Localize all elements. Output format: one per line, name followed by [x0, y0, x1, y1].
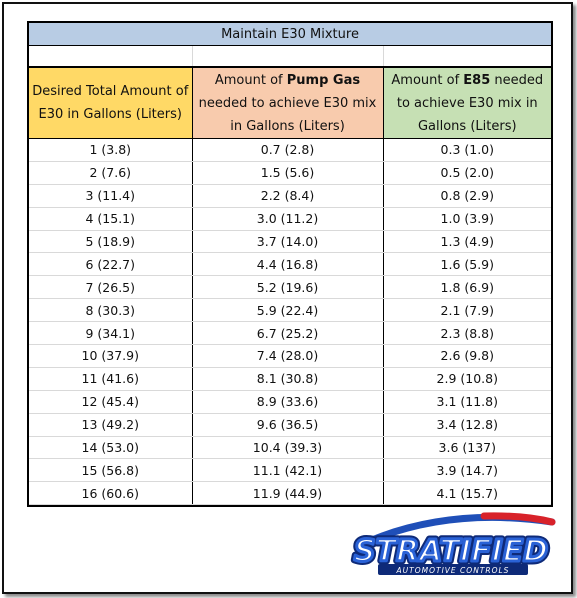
table-cell: 3.9 (14.7): [383, 458, 552, 483]
table-cell: 15 (56.8): [29, 458, 193, 483]
table-row: 6 (22.7) 4.4 (16.8) 1.6 (5.9): [29, 252, 552, 277]
table-title: Maintain E30 Mixture: [29, 23, 552, 46]
table-row: 7 (26.5) 5.2 (19.6) 1.8 (6.9): [29, 275, 552, 300]
table-cell: 1.6 (5.9): [383, 252, 552, 277]
header-pump-gas: Amount of Pump Gas needed to achieve E30…: [192, 67, 384, 139]
speedometer-arc-icon: [354, 512, 556, 550]
table-cell: 8 (30.3): [29, 298, 193, 323]
table-cell: 2.9 (10.8): [383, 367, 552, 391]
table-cell: 7.4 (28.0): [192, 344, 384, 368]
table-row: 3 (11.4) 2.2 (8.4) 0.8 (2.9): [29, 184, 552, 208]
table-cell: 9 (34.1): [29, 321, 193, 346]
table-row: 11 (41.6) 8.1 (30.8) 2.9 (10.8): [29, 367, 552, 391]
table-cell: 8.9 (33.6): [192, 390, 384, 414]
table-cell: 0.3 (1.0): [383, 138, 552, 162]
table-cell: 0.8 (2.9): [383, 184, 552, 208]
table-cell: 1.0 (3.9): [383, 207, 552, 231]
table-cell: 3.7 (14.0): [192, 230, 384, 254]
table-cell: 11.9 (44.9): [192, 481, 384, 506]
table-row: 12 (45.4) 8.9 (33.6) 3.1 (11.8): [29, 390, 552, 414]
table-cell: 2.2 (8.4): [192, 184, 384, 208]
svg-text:STRATIFIED: STRATIFIED: [354, 534, 548, 569]
table-cell: 2.3 (8.8): [383, 321, 552, 346]
table-cell: 3.0 (11.2): [192, 207, 384, 231]
table-cell: 2.6 (9.8): [383, 344, 552, 368]
table-cell: 8.1 (30.8): [192, 367, 384, 391]
table-cell: 16 (60.6): [29, 481, 193, 506]
stratified-logo: STRATIFIED STRATIFIED AUTOMOTIVE CONTROL…: [344, 512, 558, 578]
table-cell: 1.3 (4.9): [383, 230, 552, 254]
mixture-table: Maintain E30 Mixture Desired Total Amoun…: [27, 21, 553, 508]
table-row: 16 (60.6) 11.9 (44.9) 4.1 (15.7): [29, 481, 552, 506]
table-cell: 5 (18.9): [29, 230, 193, 254]
table-row: 13 (49.2) 9.6 (36.5) 3.4 (12.8): [29, 413, 552, 437]
table-cell: 3 (11.4): [29, 184, 193, 208]
table-cell: 13 (49.2): [29, 413, 193, 437]
table-row: 9 (34.1) 6.7 (25.2) 2.3 (8.8): [29, 321, 552, 346]
spacer-row: [29, 45, 552, 68]
table-cell: 3.4 (12.8): [383, 413, 552, 437]
table-cell: 11.1 (42.1): [192, 458, 384, 483]
table-row: 15 (56.8) 11.1 (42.1) 3.9 (14.7): [29, 458, 552, 483]
table-cell: 4 (15.1): [29, 207, 193, 231]
table-row: 8 (30.3) 5.9 (22.4) 2.1 (7.9): [29, 298, 552, 323]
table-cell: 5.9 (22.4): [192, 298, 384, 323]
table-cell: 6 (22.7): [29, 252, 193, 277]
table-cell: 0.7 (2.8): [192, 138, 384, 162]
table-cell: 9.6 (36.5): [192, 413, 384, 437]
table-frame: Maintain E30 Mixture Desired Total Amoun…: [2, 2, 573, 594]
table-cell: 12 (45.4): [29, 390, 193, 414]
table-cell: 10.4 (39.3): [192, 436, 384, 460]
table-cell: 4.4 (16.8): [192, 252, 384, 277]
table-cell: 6.7 (25.2): [192, 321, 384, 346]
table-row: 10 (37.9) 7.4 (28.0) 2.6 (9.8): [29, 344, 552, 368]
table-cell: 1.5 (5.6): [192, 161, 384, 185]
table-cell: 2 (7.6): [29, 161, 193, 185]
table-cell: 14 (53.0): [29, 436, 193, 460]
table-cell: 2.1 (7.9): [383, 298, 552, 323]
stratified-logo-graphic: STRATIFIED STRATIFIED AUTOMOTIVE CONTROL…: [350, 512, 556, 575]
table-row: 5 (18.9) 3.7 (14.0) 1.3 (4.9): [29, 230, 552, 254]
table-row: 2 (7.6) 1.5 (5.6) 0.5 (2.0): [29, 161, 552, 185]
table-cell: 7 (26.5): [29, 275, 193, 300]
table-cell: 1.8 (6.9): [383, 275, 552, 300]
header-desired-total: Desired Total Amount of E30 in Gallons (…: [29, 67, 193, 139]
table-row: 14 (53.0) 10.4 (39.3) 3.6 (137): [29, 436, 552, 460]
table-cell: 0.5 (2.0): [383, 161, 552, 185]
table-row: 1 (3.8) 0.7 (2.8) 0.3 (1.0): [29, 138, 552, 162]
header-e85: Amount of E85 needed to achieve E30 mix …: [383, 67, 552, 139]
table-cell: 5.2 (19.6): [192, 275, 384, 300]
table-cell: 3.1 (11.8): [383, 390, 552, 414]
table-row: 4 (15.1) 3.0 (11.2) 1.0 (3.9): [29, 207, 552, 231]
table-cell: 10 (37.9): [29, 344, 193, 368]
logo-wordmark: STRATIFIED: [354, 534, 548, 569]
table-cell: 11 (41.6): [29, 367, 193, 391]
table-cell: 4.1 (15.7): [383, 481, 552, 506]
logo-tagline: AUTOMOTIVE CONTROLS: [396, 566, 510, 575]
table-body: 1 (3.8) 0.7 (2.8) 0.3 (1.0) 2 (7.6) 1.5 (5.6…: [29, 138, 552, 506]
table-cell: 3.6 (137): [383, 436, 552, 460]
table-cell: 1 (3.8): [29, 138, 193, 162]
